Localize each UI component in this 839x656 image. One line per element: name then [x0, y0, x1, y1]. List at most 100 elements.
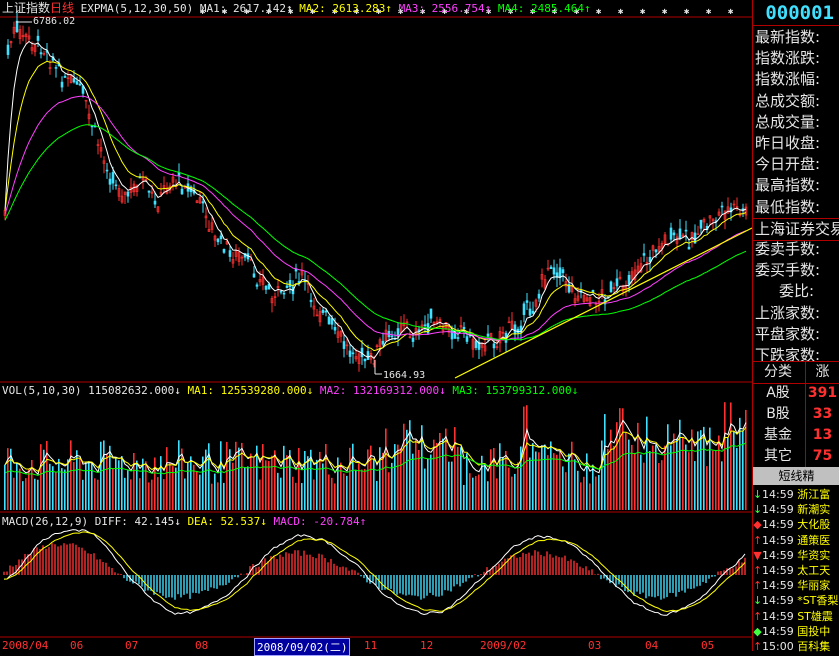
category-row[interactable]: B股 33: [753, 404, 839, 425]
ticker-item[interactable]: ↑14:59 通策医: [753, 533, 839, 549]
ticker-name: 华资实: [797, 548, 831, 562]
macd-indicator-label[interactable]: MACD(26,12,9): [2, 515, 89, 528]
volume-bar: [223, 482, 225, 510]
vol-indicator-label[interactable]: VOL(5,10,30): [2, 384, 82, 397]
volume-bar: [712, 450, 714, 510]
volume-bar: [43, 449, 45, 510]
volume-bar: [133, 453, 135, 510]
candle-body: [708, 215, 712, 219]
candle-body: [591, 289, 595, 293]
top-dots: ✱ ✱ ✱ ✱ ✱ ✱ ✱ ✱ ✱ ✱ ✱ ✱ ✱ ✱ ✱ ✱ ✱ ✱ ✱ ✱ ✱ ✱ ✱ ✱ ✱: [200, 7, 734, 17]
volume-bar: [280, 477, 282, 510]
candle-body: [531, 310, 535, 314]
volume-bar: [61, 468, 63, 510]
volume-bar: [550, 441, 552, 510]
volume-bar: [721, 461, 723, 510]
ticker-item[interactable]: ↑14:59 太工天: [753, 563, 839, 579]
volume-bar: [730, 402, 732, 510]
volume-bar: [697, 431, 699, 510]
volume-bar: [142, 458, 144, 510]
category-row[interactable]: A股 391: [753, 383, 839, 404]
candle-body: [513, 324, 517, 335]
volume-bar: [454, 427, 456, 510]
category-name: 其它: [764, 448, 792, 464]
volume-bar: [46, 440, 48, 510]
volume-bar: [37, 479, 39, 510]
candle-body: [54, 67, 58, 69]
candle-body: [273, 296, 277, 298]
ticker-item[interactable]: ↑15:00 百科集: [753, 639, 839, 655]
stock-chart-canvas[interactable]: ✱ ✱ ✱ ✱ ✱ ✱ ✱ ✱ ✱ ✱ ✱ ✱ ✱ ✱ ✱ ✱ ✱ ✱ ✱ ✱ ✱ ✱ ✱ ✱ ✱ 6786.02 1664.9…: [0, 0, 752, 651]
volume-bar: [544, 444, 546, 510]
volume-bar: [631, 444, 633, 510]
stock-code[interactable]: 000001: [753, 0, 839, 26]
candle-body: [15, 20, 19, 33]
ticker-item[interactable]: ▼14:59 华资实: [753, 548, 839, 564]
period-label[interactable]: 日线: [50, 1, 75, 15]
candle-body: [204, 215, 208, 219]
dea-line: [3, 531, 746, 613]
candle-body: [207, 229, 211, 232]
volume-bar: [580, 482, 582, 510]
ticker-name: *ST香梨: [797, 594, 839, 608]
dot-marker: ✱: [486, 7, 492, 17]
volume-bar: [190, 456, 192, 510]
candle-body: [237, 252, 241, 262]
ticker-item[interactable]: ↑14:59 华丽家: [753, 578, 839, 594]
ticker-item[interactable]: ◆14:59 大化股: [753, 517, 839, 533]
category-row[interactable]: 其它 75: [753, 446, 839, 467]
chart-area[interactable]: ✱ ✱ ✱ ✱ ✱ ✱ ✱ ✱ ✱ ✱ ✱ ✱ ✱ ✱ ✱ ✱ ✱ ✱ ✱ ✱ ✱ ✱ ✱ ✱ ✱ 6786.02 1664.9…: [0, 0, 752, 656]
dot-marker: ✱: [376, 7, 382, 17]
volume-bar: [52, 466, 54, 510]
dot-marker: ✱: [398, 7, 404, 17]
volume-bar: [610, 429, 612, 510]
candle-body: [729, 207, 733, 213]
candle-body: [687, 246, 691, 250]
quote-info-label: 委买手数:: [755, 261, 821, 280]
ticker-item[interactable]: ↓14:59 新潮实: [753, 502, 839, 518]
volume-bar: [340, 462, 342, 510]
x-axis-label: 12: [420, 639, 434, 652]
volume-bar: [484, 464, 486, 510]
volume-bar: [268, 461, 270, 510]
candle-body: [528, 308, 532, 316]
volume-bar: [394, 444, 396, 510]
ticker-time: 14:59: [762, 609, 794, 623]
candle-body: [501, 331, 505, 334]
volume-bar: [160, 456, 162, 510]
ticker-item[interactable]: ↓14:59 *ST香梨: [753, 593, 839, 609]
volume-bar: [667, 424, 669, 510]
volume-bar: [439, 432, 441, 510]
dot-marker: ✱: [332, 7, 338, 17]
candle-body: [726, 206, 730, 214]
quote-info-label: 昨日收盘:: [755, 134, 821, 152]
volume-bar: [145, 461, 147, 510]
volume-bar: [109, 445, 111, 510]
volume-bar: [28, 469, 30, 510]
dot-marker: ✱: [552, 7, 558, 17]
ticker-arrow-icon: ↑: [753, 564, 763, 577]
volume-bar: [361, 469, 363, 510]
ticker-arrow-icon: ◆: [753, 624, 762, 638]
expma-indicator-label[interactable]: EXPMA(5,12,30,50): [80, 2, 194, 15]
candle-body: [573, 298, 577, 304]
volume-bar: [286, 455, 288, 510]
dot-marker: ✱: [706, 7, 712, 17]
cursor-date-label: 2008/09/02(二): [254, 638, 351, 656]
ticker-title[interactable]: 短线精: [753, 467, 839, 485]
volume-bar: [19, 468, 21, 510]
candlesticks: [3, 11, 748, 372]
ticker-item[interactable]: ↓14:59 浙江富: [753, 487, 839, 503]
quote-info-label: 指数涨跌:: [755, 49, 821, 68]
dot-marker: ✱: [618, 7, 624, 17]
category-row[interactable]: 基金 13: [753, 425, 839, 446]
volume-bar: [112, 468, 114, 510]
candle-body: [612, 287, 616, 290]
candle-body: [429, 308, 433, 319]
candle-body: [558, 267, 562, 279]
category-header-value: 涨: [805, 362, 839, 383]
candle-body: [147, 190, 151, 193]
candle-body: [645, 262, 649, 264]
ticker-item[interactable]: ↑14:59 ST雄震: [753, 609, 839, 625]
ticker-item[interactable]: ◆14:59 国投中: [753, 624, 839, 640]
